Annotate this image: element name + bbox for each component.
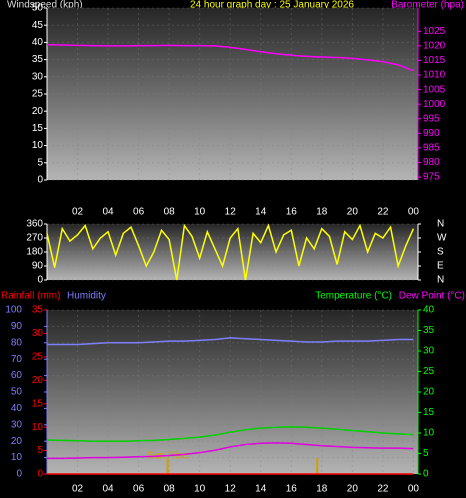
series-label: Rainfall (mm)	[1, 291, 60, 302]
x-tick-label: 14	[255, 207, 267, 218]
y-tick-label: 70	[11, 354, 23, 365]
y2-tick-label: W	[437, 233, 447, 244]
chart-title: 24 hour graph day : 25 January 2026	[190, 0, 354, 11]
y2-tick-label: 1025	[423, 26, 446, 37]
y3-tick-label: 15	[32, 398, 44, 409]
x-tick-label: 20	[347, 207, 359, 218]
series-label: Temperature (°C)	[315, 291, 392, 302]
y3-tick-label: 5	[37, 445, 43, 456]
y2-tick-label: 10	[423, 428, 435, 439]
series-line	[46, 426, 414, 442]
y-tick-label: 40	[11, 403, 23, 414]
x-tick-label: 18	[316, 207, 328, 218]
y-tick-label: 0	[37, 275, 43, 286]
y2-tick-label: 980	[423, 157, 440, 168]
y-tick-label: 25	[32, 89, 44, 100]
series-line	[47, 442, 414, 460]
x-tick-label: 08	[164, 484, 176, 495]
series-line	[46, 223, 415, 281]
series-label: Barometer (hpa)	[391, 0, 464, 11]
y2-tick-label: 1015	[423, 55, 446, 66]
series-label: Dew Point (°C)	[399, 291, 465, 302]
y-tick-label: 0	[37, 175, 43, 186]
x-tick-label: 02	[72, 207, 84, 218]
y2-tick-label: 25	[423, 366, 435, 377]
y-tick-label: 15	[32, 123, 44, 134]
y-tick-label: 40	[32, 37, 44, 48]
y-tick-label: 360	[26, 219, 43, 230]
y-tick-label: 45	[32, 20, 44, 31]
y2-tick-label: N	[437, 275, 444, 286]
y-tick-label: 10	[32, 140, 44, 151]
y3-tick-label: 20	[32, 375, 44, 386]
y2-tick-label: S	[437, 247, 444, 258]
x-tick-label: 00	[408, 207, 420, 218]
y2-tick-label: 0	[423, 469, 429, 480]
y-tick-label: 90	[11, 321, 23, 332]
y2-tick-label: 1020	[423, 41, 446, 52]
plot-area	[47, 8, 418, 180]
x-tick-label: 12	[225, 484, 237, 495]
y2-tick-label: 30	[423, 346, 435, 357]
y-tick-label: 50	[32, 3, 44, 14]
y2-tick-label: 1005	[423, 84, 446, 95]
y-tick-label: 60	[11, 370, 23, 381]
y3-tick-label: 25	[32, 351, 44, 362]
x-tick-label: 22	[377, 484, 389, 495]
x-tick-label: 16	[286, 207, 298, 218]
x-tick-label: 10	[194, 484, 206, 495]
y2-tick-label: 20	[423, 387, 435, 398]
y-tick-label: 50	[11, 387, 23, 398]
y-tick-label: 80	[11, 337, 23, 348]
y2-tick-label: E	[437, 261, 444, 272]
x-tick-label: 16	[286, 484, 298, 495]
y2-tick-label: 1010	[423, 70, 446, 81]
y2-tick-label: 40	[423, 305, 435, 316]
y-tick-label: 180	[26, 247, 43, 258]
y2-tick-label: 995	[423, 113, 440, 124]
x-tick-label: 20	[347, 484, 359, 495]
y-tick-label: 5	[37, 157, 43, 168]
x-tick-label: 06	[133, 484, 145, 495]
x-tick-label: 08	[164, 207, 176, 218]
y-tick-label: 100	[5, 305, 22, 316]
y-tick-label: 20	[11, 436, 23, 447]
y-tick-label: 270	[26, 233, 43, 244]
y-axis-label: Windspeed (kph)	[7, 0, 83, 11]
y2-tick-label: N	[437, 219, 444, 230]
x-tick-label: 00	[408, 484, 420, 495]
x-tick-label: 14	[255, 484, 267, 495]
y-tick-label: 30	[11, 419, 23, 430]
y2-tick-label: 975	[423, 172, 440, 183]
x-tick-label: 04	[103, 484, 115, 495]
y-tick-label: 90	[32, 261, 44, 272]
y2-tick-label: 35	[423, 325, 435, 336]
y3-tick-label: 30	[32, 328, 44, 339]
y2-tick-label: 985	[423, 143, 440, 154]
y2-tick-label: 990	[423, 128, 440, 139]
y2-tick-label: 5	[423, 448, 429, 459]
y3-tick-label: 10	[32, 422, 44, 433]
y-tick-label: 20	[32, 106, 44, 117]
x-tick-label: 18	[316, 484, 328, 495]
y2-tick-label: 1000	[423, 99, 446, 110]
y-tick-label: 35	[32, 54, 44, 65]
x-tick-label: 22	[377, 207, 389, 218]
y-tick-label: 10	[11, 452, 23, 463]
series-line	[47, 337, 414, 346]
x-tick-label: 06	[133, 207, 145, 218]
x-tick-label: 04	[103, 207, 115, 218]
series-label: Humidity	[67, 291, 106, 302]
y-tick-label: 0	[16, 469, 22, 480]
y2-tick-label: 15	[423, 407, 435, 418]
y3-tick-label: 0	[37, 469, 43, 480]
series-line	[46, 43, 414, 72]
x-tick-label: 10	[194, 207, 206, 218]
x-tick-label: 02	[72, 484, 84, 495]
y3-tick-label: 35	[32, 305, 44, 316]
y-tick-label: 30	[32, 71, 44, 82]
x-tick-label: 12	[225, 207, 237, 218]
